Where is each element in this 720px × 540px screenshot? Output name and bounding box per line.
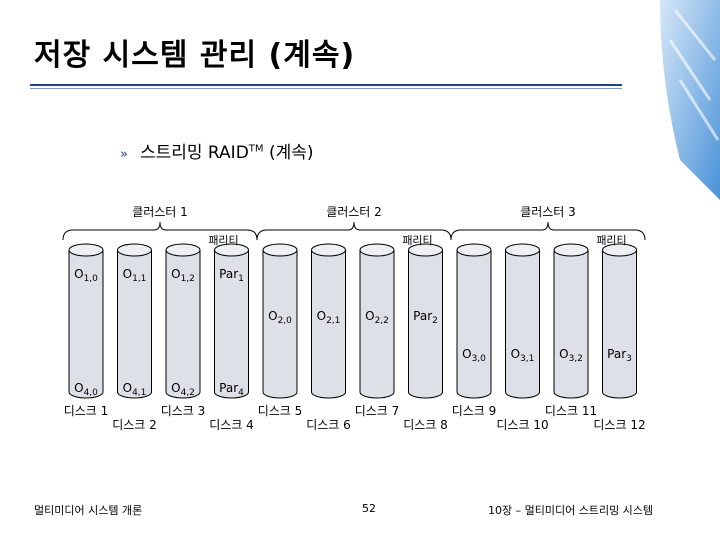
block-label: O2,1 xyxy=(317,309,341,326)
bullet-superscript: TM xyxy=(248,143,264,155)
disk-cylinder-body xyxy=(553,250,589,399)
block-label: O1,1 xyxy=(123,267,147,284)
disk-cylinder-body xyxy=(68,250,104,399)
cluster-brace xyxy=(62,221,258,241)
bullet-text: 스트리밍 RAID xyxy=(139,143,249,163)
block-label: O4,0 xyxy=(74,381,98,398)
block-label: O3,1 xyxy=(511,347,535,364)
block-label: O4,2 xyxy=(171,381,195,398)
corner-decoration xyxy=(660,0,720,200)
cluster-brace xyxy=(256,221,452,241)
disk-label: 디스크 5 xyxy=(258,404,303,418)
disk-cylinder-top xyxy=(602,243,637,257)
disk-label: 디스크 10 xyxy=(496,418,548,432)
disk-cylinder-top xyxy=(408,243,443,257)
disk-cylinder-body xyxy=(311,250,346,399)
disk-label: 디스크 4 xyxy=(209,418,254,432)
disk-cylinder-body xyxy=(359,250,395,399)
footer-course: 멀티미디어 시스템 개론 xyxy=(34,504,143,517)
disk-label: 디스크 6 xyxy=(306,418,351,432)
disk-label: 디스크 1 xyxy=(64,404,109,418)
title-rule xyxy=(30,84,622,86)
parity-label: 패리티 xyxy=(402,234,432,247)
disk-cylinder-body xyxy=(262,250,298,399)
block-label: Par4 xyxy=(219,381,244,398)
disk-cylinder-body xyxy=(602,250,637,399)
disk-cylinder-top xyxy=(456,243,492,257)
disk-cylinder-top xyxy=(505,243,540,257)
disk-cylinder-top xyxy=(262,243,298,257)
disk-label: 디스크 3 xyxy=(161,404,206,418)
disk-cylinder-top xyxy=(165,243,201,257)
disk-cylinder-body xyxy=(165,250,201,399)
slide-title: 저장 시스템 관리 (계속) xyxy=(34,38,356,73)
disk-label: 디스크 8 xyxy=(403,418,448,432)
disk-cylinder-body xyxy=(408,250,443,399)
disk-cylinder-body xyxy=(214,250,249,399)
disk-label: 디스크 11 xyxy=(545,404,597,418)
disk-cylinder-top xyxy=(117,243,152,257)
disk-label: 디스크 7 xyxy=(355,404,400,418)
disk-label: 디스크 2 xyxy=(112,418,157,432)
bullet-suffix: (계속) xyxy=(263,143,314,163)
title-rule-thin xyxy=(30,88,622,89)
block-label: Par1 xyxy=(219,267,244,284)
disk-cylinder-top xyxy=(311,243,346,257)
disk-cylinder-body xyxy=(117,250,152,399)
disk-cylinder-top xyxy=(359,243,395,257)
disk-cylinder-top xyxy=(553,243,589,257)
block-label: O3,2 xyxy=(559,347,583,364)
bullet-marker: » xyxy=(120,147,128,162)
disk-cylinder-body xyxy=(456,250,492,399)
cluster-label: 클러스터 2 xyxy=(326,205,382,219)
cluster-brace xyxy=(450,221,646,241)
disk-cylinder-top xyxy=(68,243,104,257)
disk-label: 디스크 12 xyxy=(593,418,645,432)
block-label: Par2 xyxy=(413,309,438,326)
footer-page-number: 52 xyxy=(362,502,376,515)
parity-label: 패리티 xyxy=(208,234,238,247)
block-label: O3,0 xyxy=(462,347,486,364)
block-label: O1,0 xyxy=(74,267,98,284)
bullet-item: » 스트리밍 RAIDTM (계속) xyxy=(120,138,314,163)
cluster-label: 클러스터 3 xyxy=(520,205,576,219)
disk-cylinder-body xyxy=(505,250,540,399)
block-label: O2,2 xyxy=(365,309,389,326)
parity-label: 패리티 xyxy=(596,234,626,247)
block-label: Par3 xyxy=(607,347,632,364)
disk-label: 디스크 9 xyxy=(452,404,497,418)
block-label: O2,0 xyxy=(268,309,292,326)
block-label: O1,2 xyxy=(171,267,195,284)
block-label: O4,1 xyxy=(123,381,147,398)
disk-cylinder-top xyxy=(214,243,249,257)
cluster-label: 클러스터 1 xyxy=(132,205,188,219)
footer-chapter: 10장 – 멀티미디어 스트리밍 시스템 xyxy=(488,504,654,517)
